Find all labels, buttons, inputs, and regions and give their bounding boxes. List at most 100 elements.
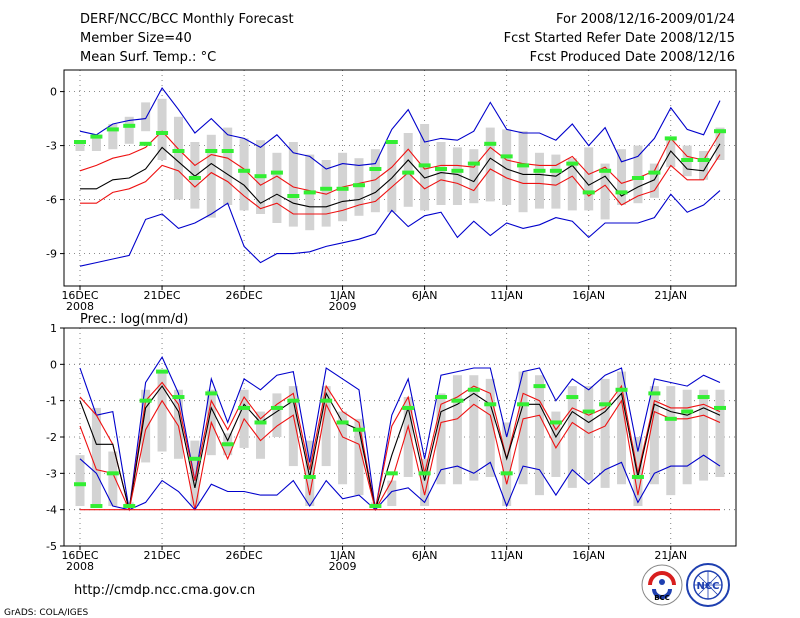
spread-box <box>567 386 577 488</box>
x-tick-label: 21JAN <box>654 289 687 302</box>
series-line-sd_minus <box>80 154 721 215</box>
observed-marker <box>566 161 579 166</box>
spread-box <box>256 411 266 459</box>
spread-box <box>436 142 446 205</box>
observed-marker <box>418 163 431 168</box>
fcst-produced-date: Fcst Produced Date 2008/12/16 <box>530 50 735 65</box>
x-year-label: 2009 <box>329 560 357 573</box>
observed-marker <box>549 420 562 425</box>
spread-box <box>272 152 282 223</box>
spread-box <box>354 418 364 496</box>
spread-box <box>518 371 528 485</box>
observed-marker <box>664 416 677 421</box>
spread-box <box>305 440 315 507</box>
x-tick-label: 11JAN <box>490 289 523 302</box>
observed-marker <box>517 163 530 168</box>
series-line-sd_plus <box>79 130 721 195</box>
observed-marker <box>484 402 497 407</box>
y-tick-label: -3 <box>46 467 57 480</box>
spread-box <box>108 124 118 150</box>
observed-marker <box>303 190 316 195</box>
y-tick-label: -6 <box>46 194 57 207</box>
x-year-label: 2008 <box>66 560 94 573</box>
spread-box <box>190 440 200 507</box>
observed-marker <box>697 395 710 400</box>
observed-marker <box>631 176 644 180</box>
observed-marker <box>385 140 398 144</box>
series-line-min <box>79 454 721 511</box>
spread-box <box>288 386 298 467</box>
x-tick-label: 16JAN <box>572 549 605 562</box>
chart-title: DERF/NCC/BCC Monthly Forecast <box>80 12 294 27</box>
observed-marker <box>254 174 267 179</box>
observed-marker <box>287 398 300 403</box>
observed-marker <box>385 471 398 476</box>
spread-box <box>551 154 561 209</box>
observed-marker <box>451 398 464 403</box>
observed-marker <box>156 131 169 135</box>
spread-box <box>141 389 151 463</box>
observed-marker <box>500 154 513 159</box>
observed-marker <box>156 369 169 374</box>
plot-frame <box>63 327 737 547</box>
series-line-max <box>79 355 721 510</box>
x-tick-label: 21JAN <box>654 549 687 562</box>
spread-box <box>387 480 397 507</box>
observed-marker <box>681 409 694 414</box>
spread-box <box>321 386 331 467</box>
observed-marker <box>451 168 464 173</box>
observed-marker <box>188 176 201 180</box>
y-tick-label: -9 <box>46 248 57 261</box>
observed-marker <box>74 140 86 144</box>
observed-marker <box>336 186 349 191</box>
observed-marker <box>139 398 152 403</box>
y-tick-label: -5 <box>46 540 57 553</box>
plot-frame <box>63 69 737 287</box>
observed-marker <box>221 149 234 153</box>
spread-box <box>666 386 676 496</box>
observed-marker <box>599 168 612 173</box>
x-tick-label: 21DEC <box>143 289 180 302</box>
spread-box <box>699 151 709 180</box>
observed-marker <box>172 395 185 400</box>
spread-box <box>108 451 118 507</box>
spread-box <box>452 375 462 485</box>
y-tick-label: -3 <box>46 140 57 153</box>
temperature-panel: 0 -3 -6 -9 16DEC 21DEC 26DEC 1JAN 6JAN 11JAN 16JAN… <box>46 69 737 313</box>
spread-box <box>239 138 249 211</box>
observed-marker <box>352 183 365 188</box>
spread-box <box>272 393 282 437</box>
series-line-min <box>79 190 721 267</box>
y-tick-label: 0 <box>50 358 57 371</box>
spread-box <box>403 133 413 207</box>
observed-marker <box>188 456 201 461</box>
spread-box <box>452 147 462 205</box>
y-tick-label: 0 <box>50 86 57 99</box>
spread-box <box>75 455 85 507</box>
spread-box <box>75 142 85 151</box>
y-tick-label: -2 <box>46 431 57 444</box>
spread-box <box>91 407 101 507</box>
observed-marker <box>270 170 283 175</box>
observed-marker <box>205 391 218 396</box>
spread-box <box>157 371 167 452</box>
source-url[interactable]: http://cmdp.ncc.cma.gov.cn <box>74 583 255 598</box>
spread-box <box>420 458 430 507</box>
x-year-label: 2008 <box>66 300 94 313</box>
series-line-mean <box>79 385 721 510</box>
observed-marker <box>90 504 103 509</box>
x-tick-label: 26DEC <box>226 289 263 302</box>
observed-marker <box>599 402 612 407</box>
observed-marker <box>484 141 497 146</box>
series-line-sd_minus <box>79 399 721 512</box>
x-year-label: 2009 <box>329 300 357 313</box>
observed-marker <box>533 168 546 173</box>
observed-marker <box>631 474 644 479</box>
spread-box <box>124 116 134 144</box>
spread-box <box>502 129 512 205</box>
member-size: Member Size=40 <box>80 31 192 46</box>
spread-box <box>91 134 101 151</box>
observed-marker <box>664 136 677 141</box>
x-tick-label: 6JAN <box>412 289 438 302</box>
observed-marker <box>467 387 480 392</box>
